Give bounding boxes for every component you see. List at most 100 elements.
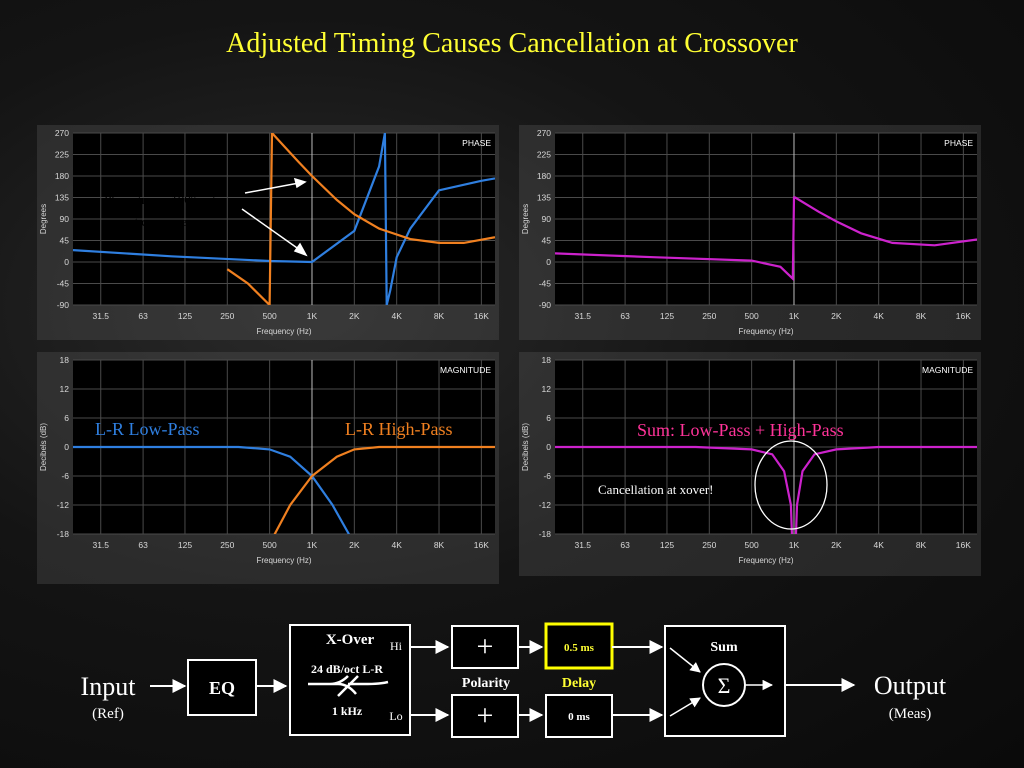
output-label: Output: [874, 671, 947, 700]
y-tick-label: 45: [60, 236, 70, 246]
x-tick-label: 1K: [789, 311, 800, 321]
magnitude-chart-right: 18 12 6 0 -6 -12 -18 31.5 63 125 250 500 1K 2K 4K 8K 16K…: [519, 352, 981, 576]
y-tick-label: 0: [64, 442, 69, 452]
x-tick-label: 4K: [391, 311, 402, 321]
x-tick-label: 1K: [307, 540, 318, 550]
y-tick-label: 18: [60, 355, 70, 365]
x-tick-label: 31.5: [92, 311, 109, 321]
x-tick-label: 63: [620, 540, 630, 550]
x-tick-label: 63: [138, 311, 148, 321]
x-tick-label: 16K: [474, 540, 489, 550]
y-tick-label: 0: [546, 442, 551, 452]
x-tick-label: 500: [745, 311, 759, 321]
sum-circle: [702, 663, 746, 707]
x-tick-label: 63: [138, 540, 148, 550]
polarity-plus-lo: +: [477, 699, 494, 732]
x-tick-label: 2K: [349, 540, 360, 550]
sum-label: Sum: Low-Pass + High-Pass: [637, 420, 844, 440]
phase-note-line2: at crossover: [129, 214, 192, 229]
polarity-box-hi: [451, 625, 519, 669]
x-tick-label: 500: [745, 540, 759, 550]
hi-label: Hi: [390, 639, 403, 653]
x-axis-label: Frequency (Hz): [256, 556, 311, 565]
arrow-upper: [244, 177, 307, 194]
series-line: [226, 133, 495, 305]
lo-label: Lo: [389, 709, 402, 723]
y-tick-label: 18: [542, 355, 552, 365]
y-tick-label: 225: [537, 150, 551, 160]
x-tick-label: 8K: [434, 540, 445, 550]
delay-box-hi: [544, 622, 614, 670]
chart-type-tag: PHASE: [462, 138, 491, 148]
y-tick-label: 270: [537, 128, 551, 138]
y-tick-label: -45: [539, 279, 552, 289]
x-tick-label: 250: [220, 540, 234, 550]
eq-box: [187, 659, 257, 716]
sum-in-lo: [669, 697, 701, 717]
delay-value-lo: 0 ms: [568, 711, 590, 723]
input-label: Input: [81, 672, 137, 701]
y-tick-label: -18: [539, 529, 552, 539]
polarity-box-lo: [451, 694, 519, 738]
y-tick-label: 90: [60, 214, 70, 224]
series-line: [555, 196, 977, 282]
phase-chart-right: 270 225 180 135 90 45 0 -45 -90 31.5 63 125 250 500 1K…: [519, 125, 981, 340]
y-tick-label: 225: [55, 150, 69, 160]
x-tick-label: 4K: [873, 311, 884, 321]
chart-type-tag: MAGNITUDE: [440, 365, 491, 375]
cancellation-circle: [754, 440, 828, 530]
highpass-label: L-R High-Pass: [345, 419, 453, 439]
y-tick-label: -6: [543, 471, 551, 481]
eq-label: EQ: [209, 678, 235, 698]
phase-chart-left: 270 225 180 135 90 45 0 -45 -90 31.5 63 125 250 500 1K…: [37, 125, 499, 340]
y-tick-label: 135: [537, 193, 551, 203]
x-tick-label: 8K: [916, 540, 927, 550]
sum-title: Sum: [710, 640, 738, 655]
y-tick-label: -12: [57, 500, 70, 510]
y-tick-label: -90: [539, 300, 552, 310]
y-tick-label: 135: [55, 193, 69, 203]
x-tick-label: 2K: [349, 311, 360, 321]
sum-in-hi: [669, 647, 701, 673]
x-tick-label: 500: [263, 540, 277, 550]
x-tick-label: 250: [220, 311, 234, 321]
x-tick-label: 2K: [831, 540, 842, 550]
delay-value-hi: 0.5 ms: [564, 642, 595, 654]
x-axis-label: Frequency (Hz): [256, 327, 311, 336]
polarity-plus-hi: +: [477, 630, 494, 663]
x-tick-label: 16K: [956, 311, 971, 321]
x-tick-label: 63: [620, 311, 630, 321]
cancel-note: Cancellation at xover!: [598, 482, 714, 497]
y-axis-label: Decibels (dB): [39, 423, 48, 471]
y-tick-label: 12: [542, 384, 552, 394]
lowpass-label: L-R Low-Pass: [95, 419, 200, 439]
y-tick-label: -6: [61, 471, 69, 481]
magnitude-chart-left: 18 12 6 0 -6 -12 -18 31.5 63 125 250 500 1K 2K 4K 8K 16K…: [37, 352, 499, 584]
delay-label: Delay: [562, 676, 596, 691]
y-tick-label: 45: [542, 236, 552, 246]
y-tick-label: 180: [537, 171, 551, 181]
delay-box-lo: [545, 694, 613, 738]
xover-freq: 1 kHz: [332, 704, 363, 718]
x-tick-label: 1K: [307, 311, 318, 321]
input-sub-label: (Ref): [92, 706, 124, 722]
output-sub-label: (Meas): [889, 706, 931, 722]
chart-type-tag: MAGNITUDE: [922, 365, 973, 375]
y-tick-label: -90: [57, 300, 70, 310]
signal-flow-diagram: Input (Ref) EQ X-Over 24 dB/oct L-R 1 kH…: [81, 622, 947, 738]
y-tick-label: 270: [55, 128, 69, 138]
x-tick-label: 125: [178, 540, 192, 550]
y-tick-label: 0: [64, 257, 69, 267]
y-axis-label: Degrees: [521, 204, 530, 234]
x-tick-label: 8K: [434, 311, 445, 321]
polarity-label: Polarity: [462, 676, 510, 691]
x-tick-label: 500: [263, 311, 277, 321]
xover-box: [289, 624, 411, 736]
x-tick-label: 4K: [873, 540, 884, 550]
x-tick-label: 31.5: [574, 311, 591, 321]
y-tick-label: 90: [542, 214, 552, 224]
crossover-symbol: [308, 675, 389, 697]
x-axis-label: Frequency (Hz): [738, 556, 793, 565]
x-tick-label: 125: [660, 311, 674, 321]
x-tick-label: 250: [702, 540, 716, 550]
